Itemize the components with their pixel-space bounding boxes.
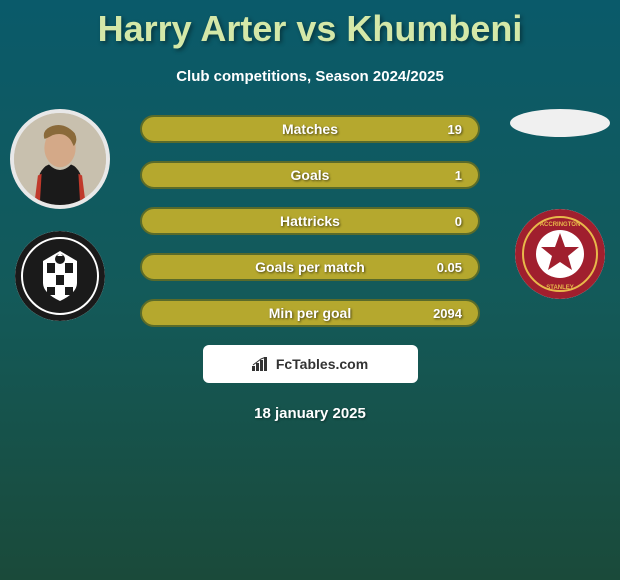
fctables-brand-text: FcTables.com (276, 356, 368, 372)
stat-row-goals-per-match: Goals per match 0.05 (140, 253, 480, 281)
stat-label: Goals (291, 167, 330, 183)
stat-row-hattricks: Hattricks 0 (140, 207, 480, 235)
page-title: Harry Arter vs Khumbeni (0, 0, 620, 50)
stat-label: Matches (282, 121, 338, 137)
stat-value: 0 (455, 214, 462, 229)
stat-label: Goals per match (255, 259, 365, 275)
stat-label: Min per goal (269, 305, 351, 321)
chart-icon (252, 357, 270, 371)
subtitle: Club competitions, Season 2024/2025 (0, 68, 620, 85)
comparison-content: ACCRINGTON STANLEY Matches 19 Goals 1 Ha… (0, 115, 620, 422)
stat-value: 1 (455, 168, 462, 183)
right-club-badge: ACCRINGTON STANLEY (515, 209, 605, 299)
stat-row-matches: Matches 19 (140, 115, 480, 143)
stat-label: Hattricks (280, 213, 340, 229)
stat-row-goals: Goals 1 (140, 161, 480, 189)
accrington-stanley-badge-icon: ACCRINGTON STANLEY (515, 209, 605, 299)
stat-value: 0.05 (437, 260, 462, 275)
left-column (10, 109, 110, 321)
comparison-date: 18 january 2025 (0, 405, 620, 422)
left-player-photo (10, 109, 110, 209)
left-club-badge (15, 231, 105, 321)
fctables-attribution: FcTables.com (203, 345, 418, 383)
right-column: ACCRINGTON STANLEY (510, 109, 610, 299)
notts-county-badge-icon (15, 231, 105, 321)
right-player-photo-placeholder (510, 109, 610, 137)
stats-list: Matches 19 Goals 1 Hattricks 0 Goals per… (140, 115, 480, 327)
svg-text:ACCRINGTON: ACCRINGTON (540, 222, 581, 228)
stat-row-min-per-goal: Min per goal 2094 (140, 299, 480, 327)
stat-value: 19 (448, 122, 462, 137)
player-avatar-icon (14, 113, 106, 205)
svg-text:STANLEY: STANLEY (546, 285, 574, 291)
stat-value: 2094 (433, 306, 462, 321)
